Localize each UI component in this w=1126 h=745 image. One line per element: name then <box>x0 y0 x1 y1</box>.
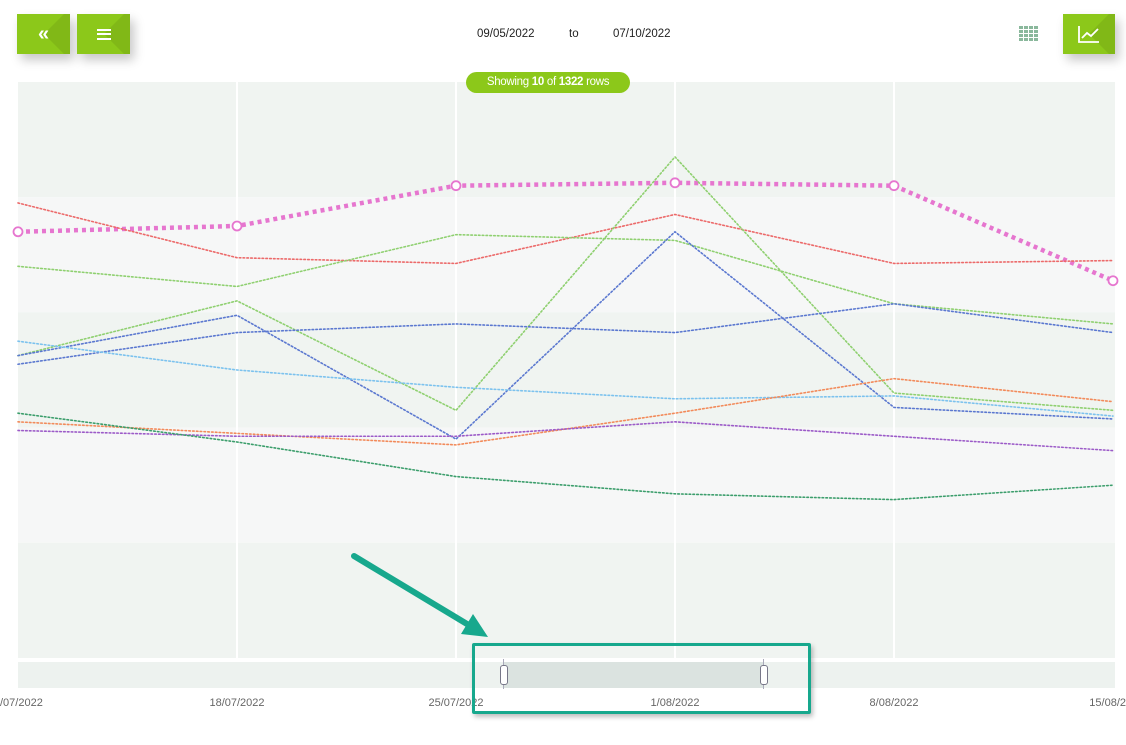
series-line-3[interactable] <box>17 233 1114 325</box>
series-line-2[interactable] <box>17 202 1114 265</box>
date-from[interactable]: 09/05/2022 <box>477 28 535 40</box>
annotation-highlight-box <box>472 643 811 714</box>
grid-band <box>18 82 1115 198</box>
grid-band <box>18 312 1115 428</box>
row-count-shown: 10 <box>531 76 545 88</box>
series-point[interactable] <box>231 220 243 232</box>
range-selection[interactable] <box>504 662 764 688</box>
row-count-badge: Showing 10 of 1322 rows <box>466 72 630 93</box>
x-tick-label: 15/08/2 <box>1089 697 1126 709</box>
range-handle-right[interactable] <box>760 665 768 685</box>
x-tick-label: 8/08/2022 <box>869 697 919 709</box>
row-count-of: of <box>546 76 556 88</box>
grid-band <box>18 427 1115 543</box>
series-line-10[interactable] <box>17 412 1114 501</box>
date-to[interactable]: 07/10/2022 <box>613 28 671 40</box>
date-separator-label: to <box>569 28 579 40</box>
series-line-4[interactable] <box>17 155 1114 412</box>
series-point[interactable] <box>12 226 24 238</box>
row-count-suffix: rows <box>586 76 610 88</box>
grid-view-icon[interactable] <box>1019 26 1039 42</box>
double-chevron-left-icon: « <box>37 23 50 45</box>
series-point[interactable] <box>450 180 462 192</box>
grid-band <box>18 542 1115 658</box>
menu-button[interactable] <box>77 14 130 54</box>
x-tick-label: 25/07/2022 <box>428 697 484 709</box>
collapse-panel-button[interactable]: « <box>17 14 70 54</box>
series-line-5[interactable] <box>17 230 1114 441</box>
series-point[interactable] <box>1107 275 1119 287</box>
series-line-9[interactable] <box>17 421 1114 452</box>
annotation-arrow <box>351 553 488 637</box>
grid-band <box>18 197 1115 313</box>
range-handle-left[interactable] <box>500 665 508 685</box>
chart-view-button[interactable] <box>1063 14 1115 54</box>
row-count-total: 1322 <box>558 76 584 88</box>
series-point[interactable] <box>669 177 681 189</box>
hamburger-menu-icon <box>96 28 111 40</box>
series-line-6[interactable] <box>17 302 1114 366</box>
x-tick-label: /07/2022 <box>0 697 43 709</box>
x-tick-label: 18/07/2022 <box>209 697 265 709</box>
series-line-7[interactable] <box>17 340 1114 417</box>
series-point[interactable] <box>888 180 900 192</box>
row-count-prefix: Showing <box>486 76 529 88</box>
line-chart-icon <box>1078 26 1099 43</box>
x-tick-label: 1/08/2022 <box>650 697 700 709</box>
